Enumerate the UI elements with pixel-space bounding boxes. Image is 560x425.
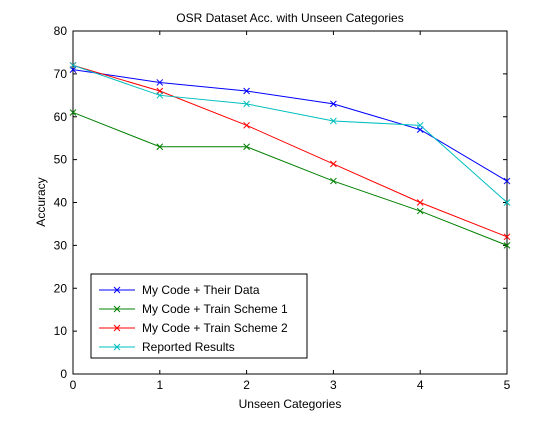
- series-line: [72, 111, 508, 246]
- y-axis-ticks: 0 10 20 30 40 50 60 70 80: [54, 24, 507, 381]
- data-point: [330, 160, 337, 168]
- series-line: [72, 64, 508, 203]
- legend-marker: [113, 324, 121, 332]
- legend-label: My Code + Train Scheme 2: [142, 321, 288, 335]
- data-point: [503, 233, 511, 241]
- data-point: [416, 207, 424, 215]
- series-layer: [69, 61, 511, 249]
- series-line: [72, 64, 508, 238]
- x-tick-label: 4: [417, 378, 424, 392]
- data-point: [330, 177, 337, 185]
- y-axis-label: Accuracy: [34, 177, 48, 226]
- y-tick-label: 80: [54, 24, 68, 38]
- data-point: [243, 100, 250, 108]
- legend-item: My Code + Their Data: [99, 283, 260, 297]
- legend-items: My Code + Their Data My Code + Train Sche…: [99, 283, 288, 354]
- x-axis-ticks: 0 1 2 3 4 5: [70, 31, 511, 392]
- legend-item: Reported Results: [99, 340, 235, 354]
- y-tick-label: 70: [54, 67, 68, 81]
- chart-title: OSR Dataset Acc. with Unseen Categories: [176, 11, 403, 25]
- y-tick-label: 10: [54, 324, 68, 338]
- data-point: [243, 143, 250, 151]
- data-point: [503, 199, 511, 206]
- data-point: [243, 121, 250, 129]
- data-point: [69, 109, 77, 116]
- series-1: [69, 109, 511, 249]
- legend-marker: [113, 305, 121, 313]
- x-tick-label: 5: [504, 378, 511, 392]
- data-point: [416, 121, 424, 129]
- x-tick-label: 0: [70, 378, 77, 392]
- x-axis-label: Unseen Categories: [239, 397, 342, 411]
- series-2: [69, 61, 511, 241]
- legend-label: My Code + Their Data: [142, 283, 260, 297]
- data-point: [69, 61, 77, 69]
- data-point: [330, 100, 337, 108]
- data-point: [156, 91, 164, 99]
- x-tick-label: 1: [156, 378, 163, 392]
- legend-item: My Code + Train Scheme 2: [99, 321, 288, 335]
- legend: My Code + Their Data My Code + Train Sche…: [90, 273, 308, 359]
- y-tick-label: 0: [60, 367, 67, 381]
- x-tick-label: 3: [330, 378, 337, 392]
- y-tick-label: 40: [54, 196, 68, 210]
- data-point: [330, 117, 337, 125]
- legend-label: My Code + Train Scheme 1: [142, 302, 288, 316]
- y-tick-label: 60: [54, 110, 68, 124]
- data-point: [503, 177, 511, 185]
- series-3: [69, 61, 511, 206]
- data-point: [243, 87, 250, 95]
- legend-marker: [113, 343, 121, 351]
- legend-box: [90, 273, 308, 359]
- data-point: [156, 143, 164, 151]
- legend-marker: [113, 286, 121, 294]
- y-tick-label: 20: [54, 281, 68, 295]
- data-point: [416, 199, 424, 206]
- y-tick-label: 50: [54, 153, 68, 167]
- data-point: [503, 242, 511, 249]
- x-tick-label: 2: [243, 378, 250, 392]
- legend-item: My Code + Train Scheme 1: [99, 302, 288, 316]
- data-point: [156, 79, 164, 86]
- legend-label: Reported Results: [142, 340, 235, 354]
- y-tick-label: 30: [54, 238, 68, 252]
